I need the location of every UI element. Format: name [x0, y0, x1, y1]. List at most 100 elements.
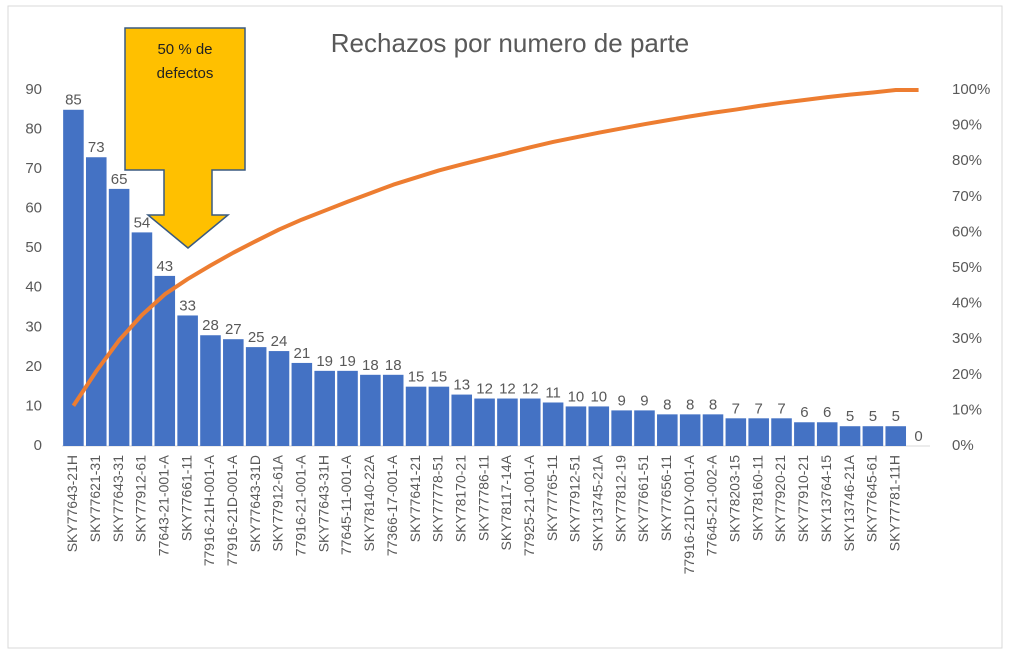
- x-tick-label: SKY77920-21: [772, 455, 788, 542]
- x-tick-label: SKY77912-51: [567, 455, 583, 542]
- x-tick-label: SKY77912-61A: [270, 454, 286, 551]
- x-tick-label: SKY77661-51: [635, 455, 651, 542]
- y-tick-label: 70: [25, 160, 42, 177]
- data-label: 5: [846, 408, 854, 425]
- x-tick-label: SKY77645-61: [864, 455, 880, 542]
- x-tick-label: SKY77656-11: [658, 455, 674, 541]
- bar: [245, 347, 267, 446]
- data-label: 8: [663, 396, 671, 413]
- y2-tick-label: 60%: [952, 223, 982, 240]
- x-tick-label: SKY78170-21: [452, 455, 468, 542]
- bar: [63, 109, 84, 447]
- data-label: 18: [385, 357, 402, 374]
- bar: [565, 406, 587, 446]
- bar: [223, 339, 244, 446]
- y2-tick-label: 90%: [952, 117, 982, 134]
- x-tick-label: SKY77621-31: [87, 455, 103, 542]
- data-label: 28: [202, 317, 219, 334]
- x-tick-label: 77645-11-001-A: [338, 454, 354, 555]
- bar: [634, 410, 655, 446]
- x-tick-label: SKY78117-14A: [498, 454, 514, 550]
- bar: [314, 370, 335, 446]
- bar: [862, 426, 884, 446]
- cumulative-line: [71, 88, 919, 407]
- bar: [702, 414, 724, 446]
- bar: [200, 335, 221, 446]
- data-label: 5: [892, 408, 900, 425]
- x-tick-label: SKY77641-21: [407, 455, 423, 542]
- y2-tick-label: 0%: [952, 437, 974, 454]
- bar: [657, 414, 678, 446]
- data-label: 9: [617, 392, 625, 409]
- x-tick-label: SKY77643-31H: [315, 455, 331, 552]
- bar: [748, 418, 769, 446]
- chart-title: Rechazos por numero de parte: [331, 28, 689, 58]
- data-label: 7: [732, 400, 740, 417]
- data-label: 15: [408, 369, 425, 386]
- data-label: 13: [453, 377, 470, 394]
- data-label: 9: [640, 392, 648, 409]
- data-label: 10: [568, 388, 585, 405]
- data-label: 15: [431, 369, 448, 386]
- bar: [108, 188, 130, 446]
- x-tick-label: 77366-17-001-A: [384, 454, 400, 556]
- data-label: 6: [800, 404, 808, 421]
- data-label: 43: [156, 258, 173, 275]
- y2-tick-label: 30%: [952, 330, 982, 347]
- y-tick-label: 50: [25, 239, 42, 256]
- x-tick-label: SKY78203-15: [727, 455, 743, 542]
- data-label: 8: [686, 396, 694, 413]
- x-tick-label: SKY77910-21: [795, 455, 811, 542]
- x-tick-label: SKY78160-11: [749, 455, 765, 541]
- x-tick-label: SKY77912-61: [133, 455, 149, 542]
- data-label: 11: [545, 384, 561, 401]
- bar: [382, 374, 404, 446]
- y-tick-label: 60: [25, 200, 42, 217]
- x-tick-label: SKY77786-11: [475, 455, 491, 541]
- bar: [588, 406, 610, 446]
- y2-tick-label: 50%: [952, 259, 982, 276]
- data-label: 0: [914, 428, 922, 445]
- y-tick-label: 0: [34, 437, 42, 454]
- x-tick-label: SKY78140-22A: [361, 454, 377, 551]
- bar: [679, 414, 701, 446]
- bar: [542, 402, 564, 446]
- callout-text: 50 % de defectos: [156, 41, 214, 82]
- bar: [337, 370, 358, 446]
- bar: [725, 418, 747, 446]
- bar: [771, 418, 792, 446]
- y-tick-label: 30: [25, 318, 42, 335]
- x-tick-label: SKY13764-15: [818, 455, 834, 542]
- x-tick-label: SKY77643-31D: [247, 455, 263, 552]
- y2-tick-label: 20%: [952, 366, 982, 383]
- data-label: 33: [179, 297, 196, 314]
- bar: [611, 410, 632, 446]
- bar: [451, 394, 473, 446]
- data-label: 12: [522, 381, 539, 398]
- bar: [85, 157, 107, 446]
- x-tick-label: 77916-21-001-A: [293, 454, 309, 556]
- y-tick-label: 80: [25, 121, 42, 138]
- x-tick-label: SKY77778-51: [430, 455, 446, 542]
- data-label: 73: [88, 139, 105, 156]
- x-tick-label: SKY13745-21A: [589, 454, 605, 551]
- bar: [885, 426, 907, 446]
- bar: [497, 398, 518, 446]
- x-tick-label: 77916-21H-001-A: [201, 454, 217, 566]
- x-tick-label: SKY77765-11: [544, 455, 560, 541]
- y2-tick-label: 100%: [952, 81, 990, 98]
- x-tick-label: 77925-21-001-A: [521, 454, 537, 556]
- x-tick-label: SKY77643-21H: [64, 455, 80, 552]
- x-tick-label: SKY77812-19: [612, 455, 628, 542]
- data-label: 19: [339, 353, 356, 370]
- data-label: 54: [134, 214, 151, 231]
- data-label: 18: [362, 357, 379, 374]
- y2-tick-label: 80%: [952, 152, 982, 169]
- data-label: 24: [271, 333, 288, 350]
- bar: [131, 232, 153, 446]
- x-tick-label: 77645-21-002-A: [704, 454, 720, 556]
- data-label: 8: [709, 396, 717, 413]
- data-label: 7: [755, 400, 763, 417]
